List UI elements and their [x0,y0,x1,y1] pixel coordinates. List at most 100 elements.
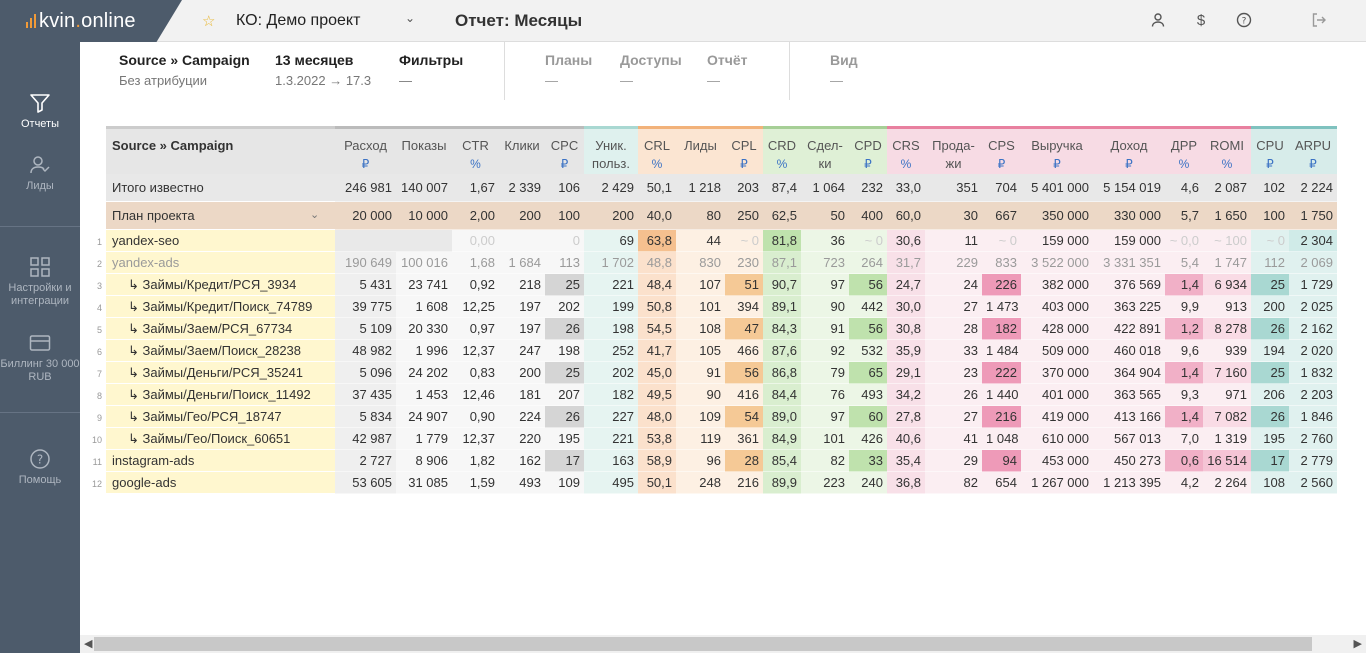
table-cell: 26 [1251,405,1289,428]
favorite-star-icon[interactable]: ☆ [202,13,216,30]
table-cell: 48,4 [638,273,676,296]
chevron-down-icon[interactable]: ⌄ [405,11,416,25]
column-header-13[interactable]: CRS% [887,126,925,174]
logo-brand: kvin [39,9,76,32]
column-header-12[interactable]: CPD ₽ [849,126,887,174]
scroll-right-arrow-icon[interactable]: ▶ [1353,638,1362,650]
table-cell: 31 085 [396,471,452,494]
column-header-18[interactable]: ДРР% [1165,126,1203,174]
sidebar-item-settings[interactable]: Настройки и интеграции [0,256,80,308]
table-cell: 31,7 [887,251,925,274]
column-header-9[interactable]: CPL ₽ [725,126,763,174]
table-cell: 190 649 [335,251,396,274]
table-row[interactable]: ↳ Займы/Деньги/Поиск_11492 37 435 1 453 12,… [106,383,1337,406]
table-row[interactable]: ↳ Займы/Кредит/Поиск_74789 39 775 1 608 12,… [106,295,1337,318]
table-row[interactable]: yandex-ads 190 649 100 016 1,68 1 684 113 1 70… [106,251,1337,274]
table-cell: 2 760 [1289,427,1337,450]
table-cell: 25 [1251,361,1289,384]
sidebar-item-leads[interactable]: Лиды [0,154,80,193]
table-cell: 36 [801,229,849,252]
table-cell: 12,37 [452,339,499,362]
column-header-11[interactable]: Сдел-ки [801,126,849,174]
scrollbar-thumb[interactable] [94,637,1312,651]
project-selector[interactable]: КО: Демо проект [236,12,361,29]
scroll-left-arrow-icon[interactable]: ◀ [84,638,93,650]
column-header-4[interactable]: Клики [499,126,545,174]
table-cell: 45,0 [638,361,676,384]
table-cell: 2 087 [1203,173,1251,202]
column-header-5[interactable]: CPC ₽ [545,126,584,174]
filter-period[interactable]: 13 месяцев 1.3.2022 → 17.3 [275,52,371,88]
column-header-14[interactable]: Прода-жи [925,126,982,174]
table-cell: 89,9 [763,471,801,494]
table-cell: 1,67 [452,173,499,202]
table-cell: 56 [849,317,887,340]
sidebar-item-help[interactable]: ? Помощь [0,448,80,487]
table-cell: 401 000 [1021,383,1093,406]
table-cell: 29 [925,449,982,472]
table-row[interactable]: google-ads 53 605 31 085 1,59 493 109 495 50,1 2… [106,471,1337,494]
table-row[interactable]: ↳ Займы/Заем/Поиск_28238 48 982 1 996 12,37… [106,339,1337,362]
filter-view[interactable]: Вид — [830,52,858,88]
table-row-plan[interactable]: План проекта 20 000 10 000 2,00 200 100 200 40,… [106,201,1337,230]
table-row[interactable]: yandex-seo 0,00 0 69 63,8 44 ~ 0 81,8 36 ~ 0 30,6 1… [106,229,1337,252]
row-label: ↳ Займы/Гео/Поиск_60651 [106,427,335,450]
table-cell: 30 [925,201,982,230]
column-header-17[interactable]: Доход ₽ [1093,126,1165,174]
table-row[interactable]: ↳ Займы/Деньги/РСЯ_35241 5 096 24 202 0,83 2… [106,361,1337,384]
table-cell: 2 224 [1289,173,1337,202]
logout-icon[interactable] [1310,12,1328,30]
column-header-source[interactable]: Source » Campaign [106,126,335,174]
table-cell: 23 741 [396,273,452,296]
column-header-16[interactable]: Выручка ₽ [1021,126,1093,174]
column-header-3[interactable]: CTR% [452,126,499,174]
column-header-19[interactable]: ROMI% [1203,126,1251,174]
column-header-1[interactable]: Расход ₽ [335,126,396,174]
table-row[interactable]: ↳ Займы/Кредит/РСЯ_3934 5 431 23 741 0,92 21… [106,273,1337,296]
column-unit: % [900,157,912,171]
table-cell: 9,9 [1165,295,1203,318]
sidebar-item-reports[interactable]: Отчеты [0,92,80,131]
table-row[interactable]: ↳ Займы/Гео/Поиск_60651 42 987 1 779 12,37 2… [106,427,1337,450]
table-row[interactable]: ↳ Займы/Гео/РСЯ_18747 5 834 24 907 0,90 224 2… [106,405,1337,428]
filter-grouping[interactable]: Source » Campaign Без атрибуции [119,52,250,88]
sidebar-item-label: Биллинг 30 000 RUB [0,358,80,383]
table-cell: 830 [676,251,725,274]
table-cell: 363 565 [1093,383,1165,406]
table-cell: 48,8 [638,251,676,274]
table-row-total[interactable]: Итого известно 246 981 140 007 1,67 2 339 106… [106,173,1337,202]
dollar-icon[interactable]: $ [1196,12,1206,29]
column-header-10[interactable]: CRD% [763,126,801,174]
filter-access[interactable]: Доступы — [620,52,682,88]
column-header-6[interactable]: Уник. польз. [584,126,638,174]
table-cell: 723 [801,251,849,274]
column-header-20[interactable]: CPU ₽ [1251,126,1289,174]
row-label: ↳ Займы/Заем/Поиск_28238 [106,339,335,362]
column-label: Уник. польз. [592,138,630,171]
column-header-7[interactable]: CRL% [638,126,676,174]
row-label: ↳ Займы/Заем/РСЯ_67734 [106,317,335,340]
table-cell: 1 218 [676,173,725,202]
column-header-2[interactable]: Показы [396,126,452,174]
plan-chevron-down-icon[interactable]: ⌄ [310,209,320,221]
column-header-8[interactable]: Лиды [676,126,725,174]
column-header-15[interactable]: CPS ₽ [982,126,1021,174]
table-cell: 351 [925,173,982,202]
row-number: 7 [96,369,102,379]
filter-report[interactable]: Отчёт — [707,52,748,88]
sidebar-item-billing[interactable]: Биллинг 30 000 RUB [0,332,80,384]
filter-plans[interactable]: Планы — [545,52,592,88]
horizontal-scrollbar[interactable]: ◀ ▶ [80,635,1366,653]
filter-value: — [620,73,633,88]
logo[interactable]: kvin.online [0,0,182,42]
table-row[interactable]: ↳ Займы/Заем/РСЯ_67734 5 109 20 330 0,97 197… [106,317,1337,340]
table-cell: 229 [925,251,982,274]
help-circle-icon[interactable]: ? [1235,12,1253,30]
table-row[interactable]: instagram-ads 2 727 8 906 1,82 162 17 163 58,9 9… [106,449,1337,472]
user-icon[interactable] [1149,12,1167,30]
table-cell: 3 522 000 [1021,251,1093,274]
filter-filters[interactable]: Фильтры — [399,52,463,88]
table-cell: 44 [676,229,725,252]
column-header-21[interactable]: ARPU ₽ [1289,126,1337,174]
column-label: Source » Campaign [112,138,234,153]
